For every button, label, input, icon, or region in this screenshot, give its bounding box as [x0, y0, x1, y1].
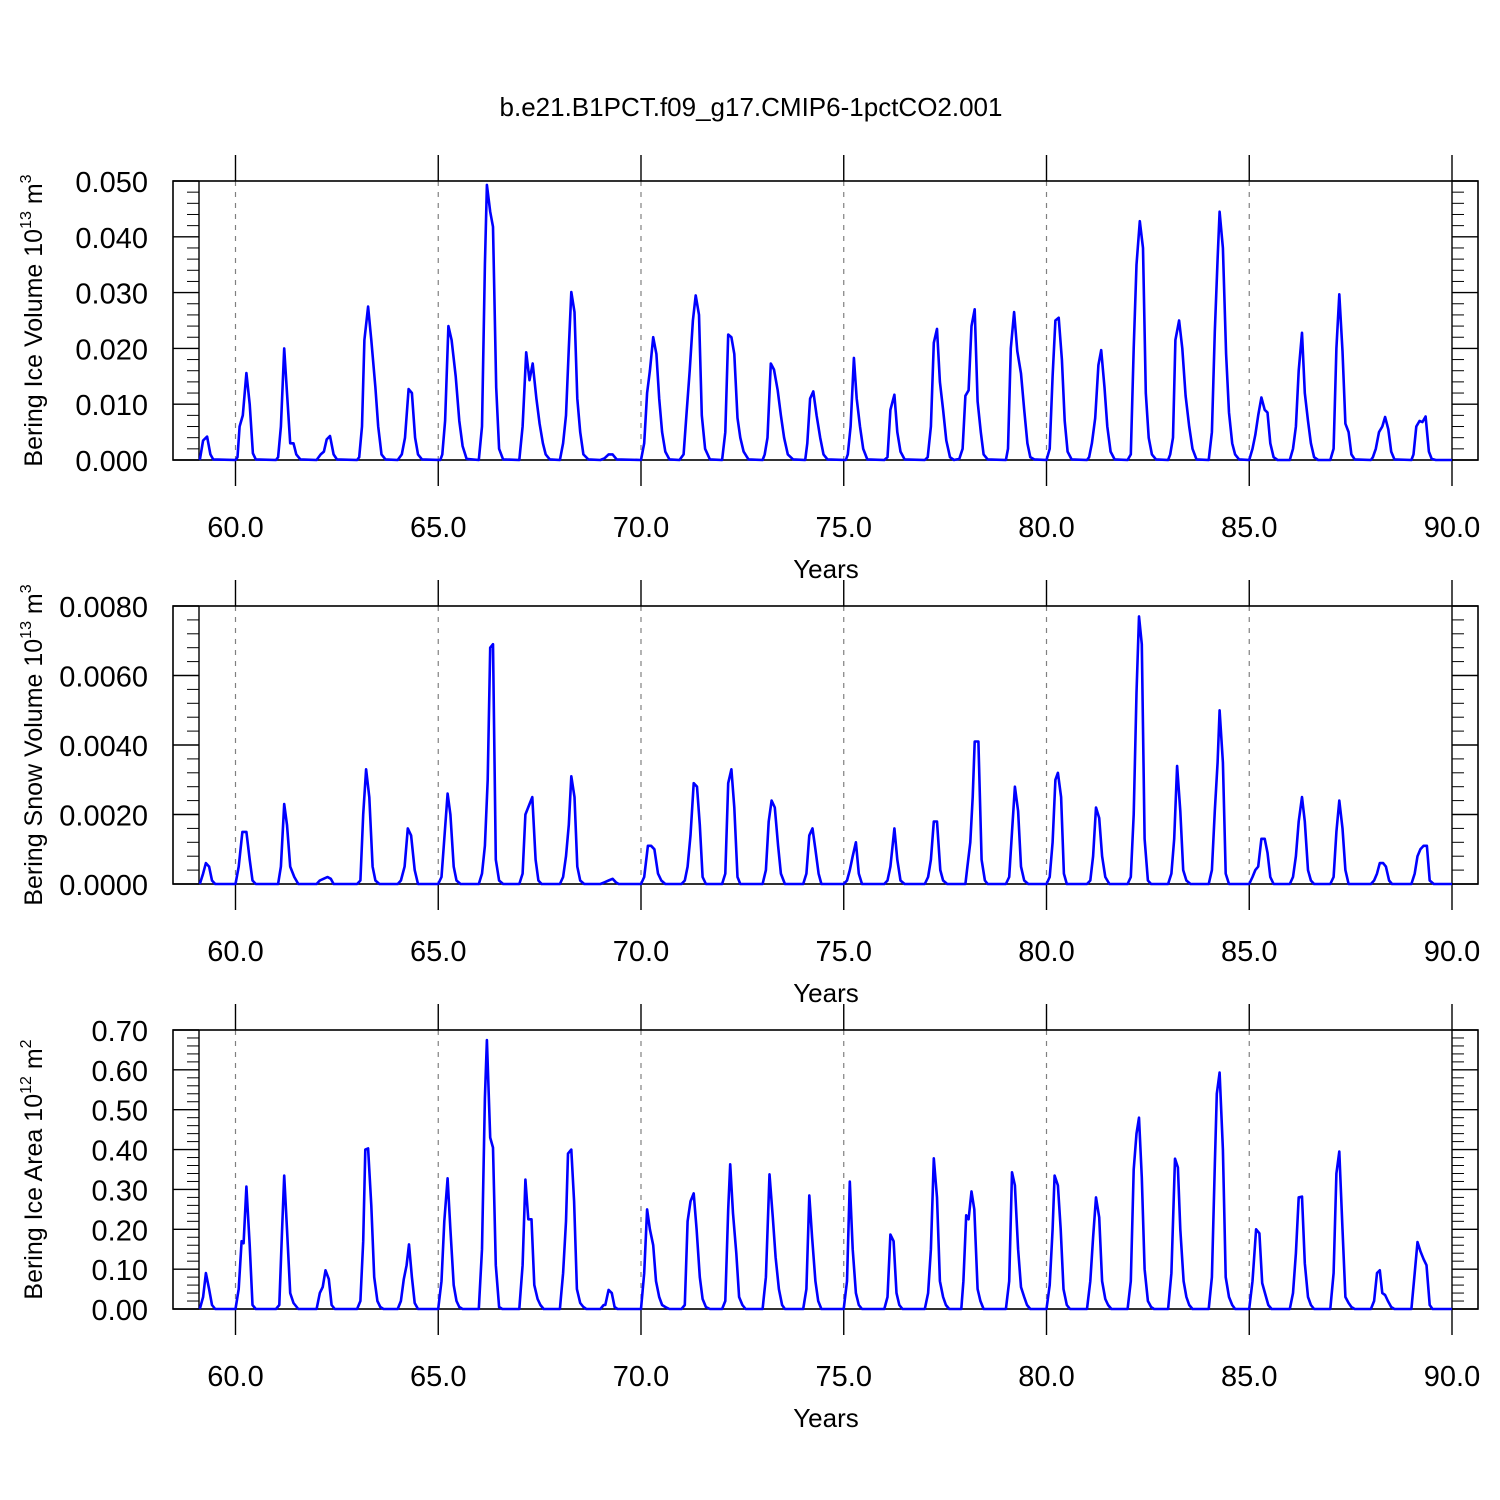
x-tick-label: 65.0: [410, 512, 466, 544]
x-tick-label: 90.0: [1424, 1361, 1480, 1393]
series-line: [198, 615, 1452, 886]
x-tick-label: 70.0: [613, 1361, 669, 1393]
x-axis-label: Years: [793, 1403, 859, 1433]
y-tick-label: 0.0040: [59, 731, 148, 763]
x-tick-label: 65.0: [410, 1361, 466, 1393]
y-tick-label: 0.0080: [59, 592, 148, 624]
x-tick-label: 85.0: [1221, 1361, 1277, 1393]
x-tick-label: 60.0: [207, 1361, 263, 1393]
chart-panel-2: 0.0000 0.0020 0.0040 0.0060 0.0080 60.0 65.0 70…: [18, 580, 1480, 1008]
y-tick-label: 0.020: [75, 334, 148, 366]
x-tick-label: 75.0: [816, 1361, 872, 1393]
x-tick-label: 90.0: [1424, 512, 1480, 544]
y-tick-label: 0.030: [75, 279, 148, 311]
y-axis-label: Bering Ice Volume 1013 m3: [18, 174, 48, 466]
y-tick-label: 0.0000: [59, 870, 148, 902]
plot-frame: [172, 605, 1479, 885]
figure-title: b.e21.B1PCT.f09_g17.CMIP6-1pctCO2.001: [500, 92, 1003, 122]
y-tick-label: 0.040: [75, 223, 148, 255]
y-tick-label: 0.010: [75, 390, 148, 422]
plot-frame: [172, 180, 1479, 461]
x-tick-label: 70.0: [613, 936, 669, 968]
x-tick-label: 60.0: [207, 512, 263, 544]
x-axis-label: Years: [793, 554, 859, 584]
x-tick-label: 80.0: [1018, 1361, 1074, 1393]
y-tick-label: 0.00: [92, 1295, 148, 1327]
x-axis-label: Years: [793, 978, 859, 1008]
y-tick-label: 0.0060: [59, 662, 148, 694]
x-tick-label: 65.0: [410, 936, 466, 968]
y-axis-label: Bering Ice Area 1012 m2: [18, 1039, 48, 1299]
x-tick-label: 70.0: [613, 512, 669, 544]
x-tick-label: 85.0: [1221, 512, 1277, 544]
y-tick-label: 0.50: [92, 1096, 148, 1128]
y-tick-label: 0.30: [92, 1175, 148, 1207]
x-tick-label: 75.0: [816, 512, 872, 544]
y-tick-label: 0.40: [92, 1136, 148, 1168]
y-tick-label: 0.0020: [59, 801, 148, 833]
series-line: [198, 1038, 1452, 1311]
x-tick-label: 90.0: [1424, 936, 1480, 968]
chart-panel-3: 0.00 0.10 0.20 0.30 0.40 0.50 0.60 0.70 60.0 65.0…: [18, 1004, 1480, 1433]
y-tick-label: 0.20: [92, 1215, 148, 1247]
y-tick-label: 0.70: [92, 1016, 148, 1048]
x-tick-label: 85.0: [1221, 936, 1277, 968]
chart-panel-1: 0.000 0.010 0.020 0.030 0.040 0.050 60.0 65.0 70…: [18, 155, 1480, 584]
y-axis-label: Bering Snow Volume 1013 m3: [18, 584, 48, 905]
x-tick-label: 75.0: [816, 936, 872, 968]
x-tick-label: 60.0: [207, 936, 263, 968]
y-tick-label: 0.000: [75, 446, 148, 478]
x-tick-label: 80.0: [1018, 936, 1074, 968]
y-tick-label: 0.050: [75, 167, 148, 199]
series-line: [198, 183, 1452, 462]
y-tick-label: 0.10: [92, 1255, 148, 1287]
y-tick-label: 0.60: [92, 1056, 148, 1088]
x-tick-label: 80.0: [1018, 512, 1074, 544]
